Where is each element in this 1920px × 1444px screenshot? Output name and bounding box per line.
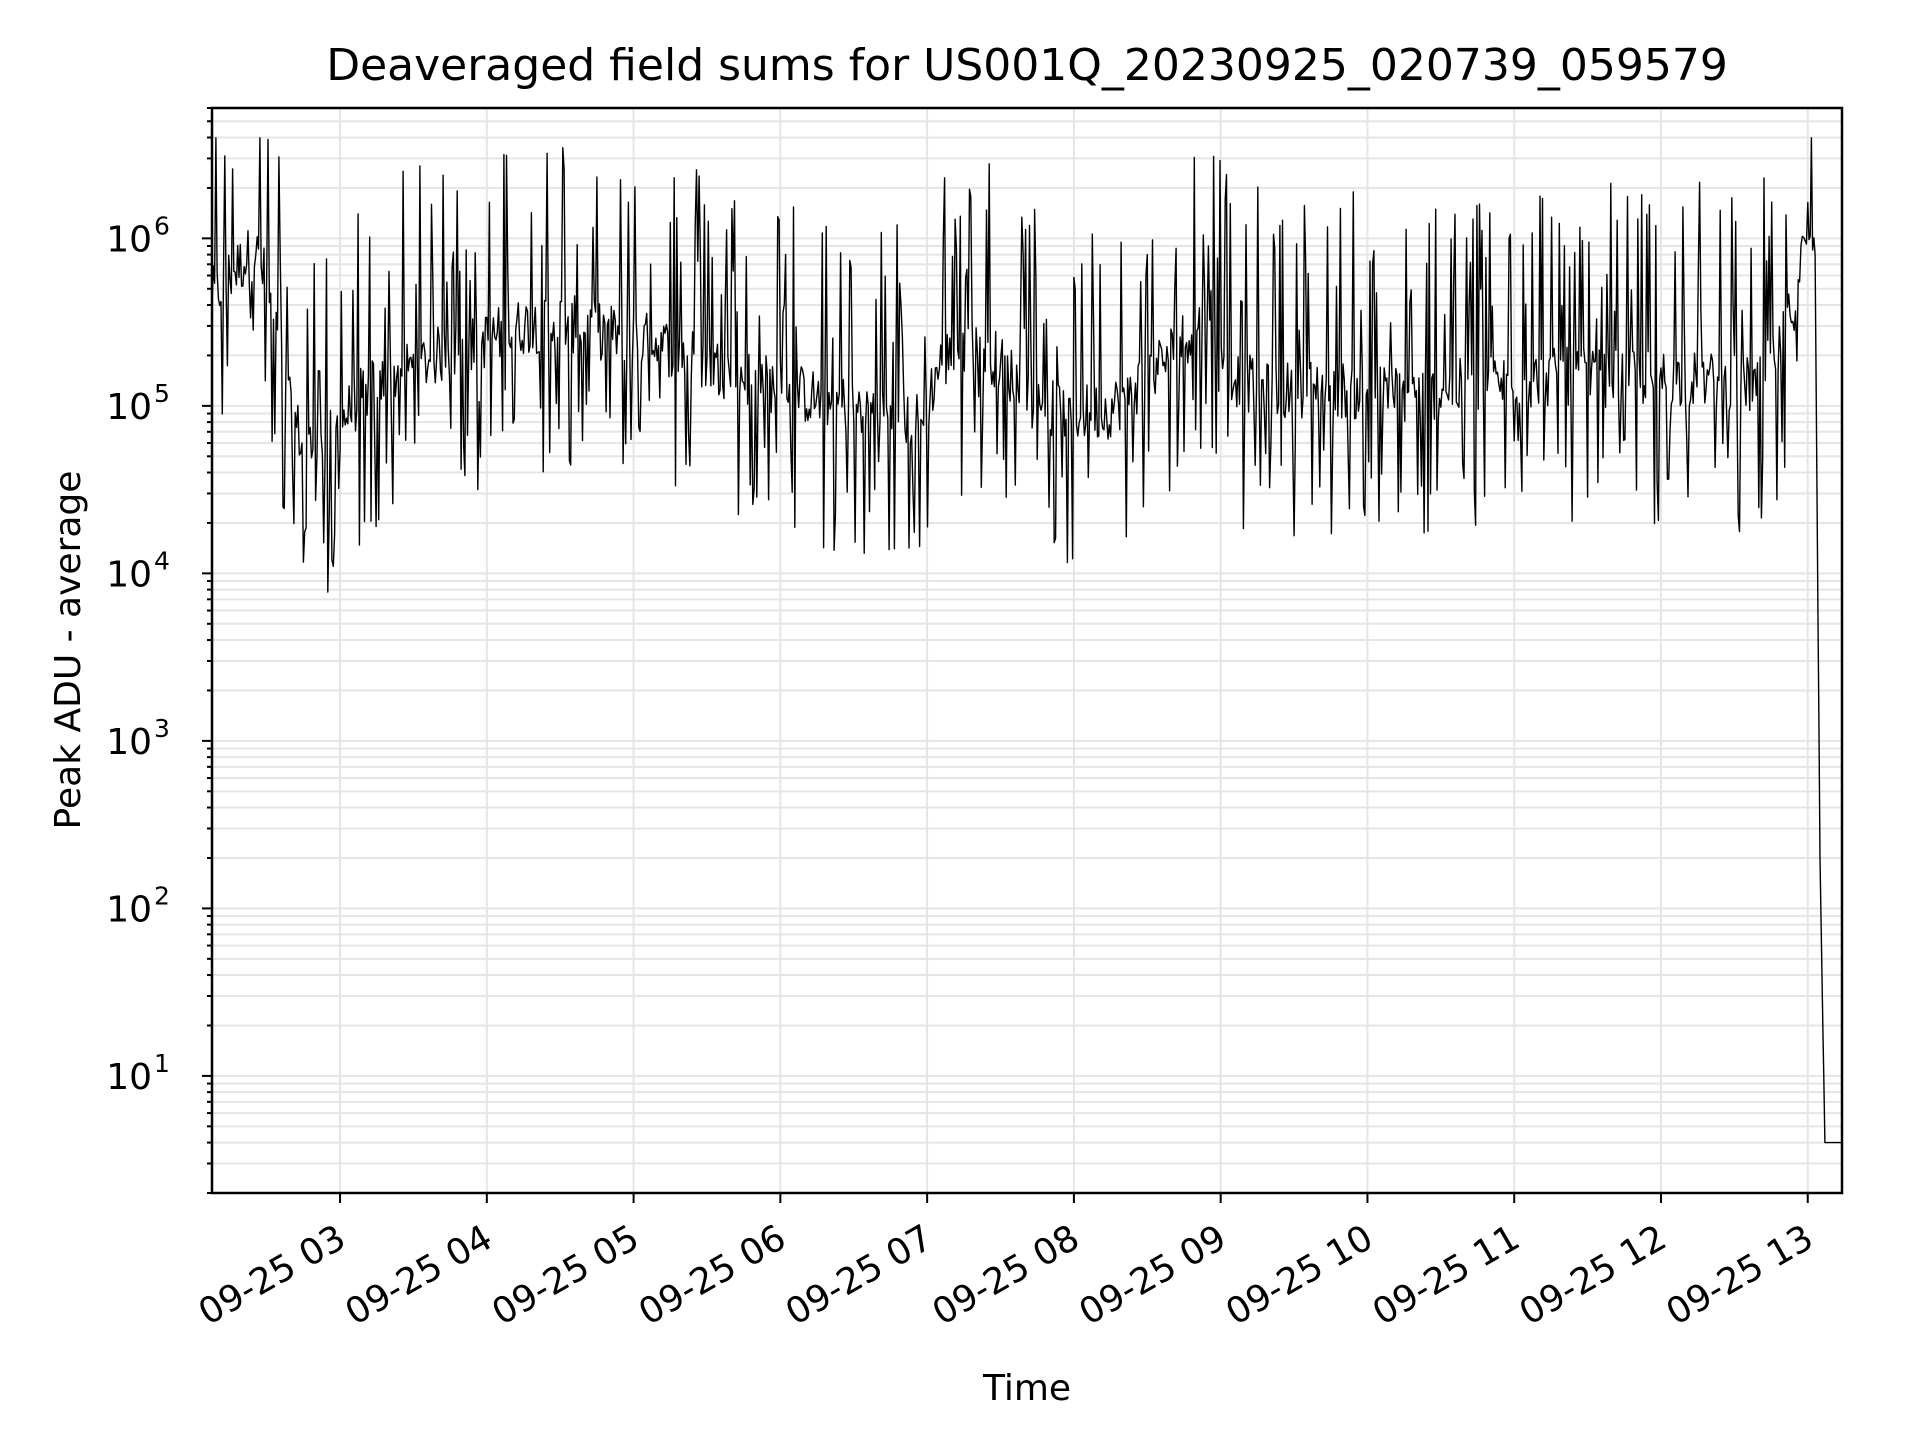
y-tick-exponent: 3 xyxy=(154,714,170,743)
y-tick-label: 10 xyxy=(106,387,152,428)
y-tick-exponent: 5 xyxy=(154,379,170,408)
plot-frame xyxy=(210,106,1844,1195)
chart-title: Deaveraged field sums for US001Q_2023092… xyxy=(326,40,1728,91)
y-axis-label: Peak ADU - average xyxy=(48,471,89,830)
y-tick-label: 10 xyxy=(106,722,152,763)
x-axis-label: Time xyxy=(982,1368,1071,1409)
y-tick-exponent: 2 xyxy=(154,881,170,910)
series-line xyxy=(211,137,1842,1144)
y-tick-label: 10 xyxy=(106,1057,152,1098)
y-tick-label: 10 xyxy=(106,219,152,260)
y-tick-label: 10 xyxy=(106,889,152,930)
data-layer xyxy=(211,137,1842,1144)
y-tick-exponent: 4 xyxy=(154,546,170,575)
y-tick-exponent: 1 xyxy=(154,1049,170,1078)
y-tick-label: 10 xyxy=(106,554,152,595)
y-tick-exponent: 6 xyxy=(154,211,170,240)
